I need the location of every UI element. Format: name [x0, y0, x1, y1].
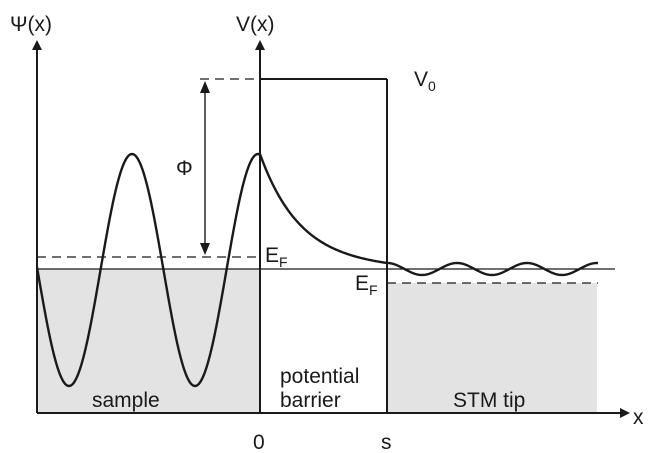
- tick-zero-label: 0: [253, 431, 265, 453]
- barrier-region-label-line2: barrier: [280, 389, 341, 412]
- v0-subscript: 0: [428, 78, 436, 94]
- sample-region-label: sample: [92, 389, 160, 412]
- wavefunction-tip-oscillation: [386, 261, 599, 277]
- phi-arrow-head-bottom: [200, 243, 210, 255]
- phi-arrow-head-top: [200, 81, 210, 93]
- sample-fermi-label: EF: [265, 244, 288, 270]
- x-axis-label: x: [633, 406, 644, 429]
- sample-fermi-subscript: F: [279, 254, 288, 270]
- phi-label: Φ: [176, 157, 193, 180]
- tick-s-label: s: [381, 431, 392, 453]
- psi-axis-label: Ψ(x): [10, 13, 52, 36]
- tip-filled-states: [387, 283, 597, 413]
- tip-region-label: STM tip: [453, 389, 525, 412]
- wavefunction-barrier-decay: [258, 153, 388, 265]
- v-axis-label: V(x): [236, 13, 275, 36]
- tip-fermi-label: EF: [355, 272, 378, 298]
- v0-label: V0: [414, 68, 436, 94]
- barrier-region-label-line1: potential: [280, 365, 359, 388]
- tip-fermi-subscript: F: [369, 282, 378, 298]
- wavefunction-sample-oscillation: [35, 152, 261, 388]
